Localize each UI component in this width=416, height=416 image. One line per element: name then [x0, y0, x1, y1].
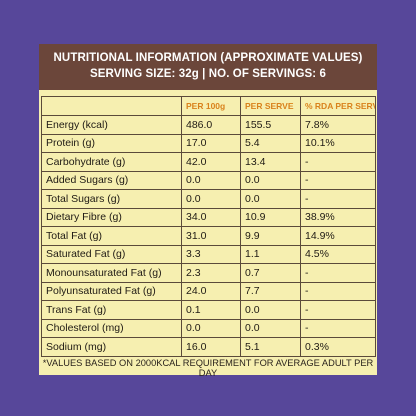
nutrient-name: Energy (kcal)	[41, 115, 182, 135]
nutrient-name: Sodium (mg)	[41, 337, 182, 357]
nutrition-header: NUTRITIONAL INFORMATION (APPROXIMATE VAL…	[39, 44, 377, 90]
value-rda: 10.1%	[300, 133, 376, 153]
value-per-100g: 3.3	[181, 244, 241, 264]
table-header-row: PER 100g PER SERVE % RDA PER SERVE	[41, 96, 376, 116]
column-header-nutrient	[41, 96, 182, 116]
value-per-serve: 0.0	[240, 318, 301, 338]
table-row: Monounsaturated Fat (g) 2.3 0.7-	[41, 263, 376, 283]
nutrition-table: PER 100g PER SERVE % RDA PER SERVE Energ…	[41, 96, 376, 357]
value-per-100g: 34.0	[181, 207, 241, 227]
table-row: Protein (g) 17.0 5.4 10.1%	[41, 133, 376, 153]
value-rda: 0.3%	[300, 337, 376, 357]
value-per-100g: 0.0	[181, 189, 241, 209]
value-per-serve: 5.1	[240, 337, 301, 357]
nutrition-panel: NUTRITIONAL INFORMATION (APPROXIMATE VAL…	[39, 44, 377, 378]
value-rda: -	[300, 318, 376, 338]
table-row: Trans Fat (g) 0.1 0.0-	[41, 300, 376, 320]
value-rda: -	[300, 152, 376, 172]
nutrient-name: Monounsaturated Fat (g)	[41, 263, 182, 283]
nutrient-name: Protein (g)	[41, 133, 182, 153]
value-per-100g: 24.0	[181, 281, 241, 301]
value-rda: 7.8%	[300, 115, 376, 135]
value-per-serve: 13.4	[240, 152, 301, 172]
value-per-serve: 5.4	[240, 133, 301, 153]
value-per-serve: 10.9	[240, 207, 301, 227]
nutrient-name: Cholesterol (mg)	[41, 318, 182, 338]
table-row: Sodium (mg) 16.0 5.1 0.3%	[41, 337, 376, 357]
header-serving-info: SERVING SIZE: 32g | NO. OF SERVINGS: 6	[89, 68, 326, 80]
value-per-serve: 0.0	[240, 300, 301, 320]
value-per-serve: 7.7	[240, 281, 301, 301]
table-row: Dietary Fibre (g) 34.0 10.9 38.9%	[41, 207, 376, 227]
table-row: Added Sugars (g) 0.0 0.0-	[41, 170, 376, 190]
table-row: Carbohydrate (g) 42.0 13.4-	[41, 152, 376, 172]
value-per-serve: 1.1	[240, 244, 301, 264]
value-per-100g: 0.0	[181, 318, 241, 338]
value-rda: -	[300, 281, 376, 301]
header-title: NUTRITIONAL INFORMATION (APPROXIMATE VAL…	[53, 52, 363, 64]
table-row: Saturated Fat (g) 3.3 1.1 4.5%	[41, 244, 376, 264]
value-rda: -	[300, 263, 376, 283]
nutrient-name: Total Sugars (g)	[41, 189, 182, 209]
value-rda: 38.9%	[300, 207, 376, 227]
value-per-100g: 2.3	[181, 263, 241, 283]
value-per-serve: 9.9	[240, 226, 301, 246]
table-row: Cholesterol (mg) 0.0 0.0-	[41, 318, 376, 338]
nutrient-name: Saturated Fat (g)	[41, 244, 182, 264]
value-rda: -	[300, 300, 376, 320]
value-per-100g: 16.0	[181, 337, 241, 357]
value-per-serve: 0.7	[240, 263, 301, 283]
table-row: Total Fat (g) 31.0 9.9 14.9%	[41, 226, 376, 246]
value-rda: -	[300, 170, 376, 190]
value-rda: 4.5%	[300, 244, 376, 264]
nutrient-name: Carbohydrate (g)	[41, 152, 182, 172]
value-per-100g: 31.0	[181, 226, 241, 246]
table-row: Polyunsaturated Fat (g) 24.0 7.7-	[41, 281, 376, 301]
value-rda: 14.9%	[300, 226, 376, 246]
column-header-per-serve: PER SERVE	[240, 96, 301, 116]
value-rda: -	[300, 189, 376, 209]
value-per-100g: 42.0	[181, 152, 241, 172]
value-per-serve: 155.5	[240, 115, 301, 135]
table-row: Energy (kcal) 486.0 155.5 7.8%	[41, 115, 376, 135]
nutrient-name: Added Sugars (g)	[41, 170, 182, 190]
value-per-100g: 0.0	[181, 170, 241, 190]
nutrient-name: Trans Fat (g)	[41, 300, 182, 320]
footnote: *VALUES BASED ON 2000KCAL REQUIREMENT FO…	[42, 358, 374, 378]
value-per-100g: 0.1	[181, 300, 241, 320]
nutrient-name: Dietary Fibre (g)	[41, 207, 182, 227]
value-per-serve: 0.0	[240, 170, 301, 190]
nutrient-name: Polyunsaturated Fat (g)	[41, 281, 182, 301]
value-per-100g: 486.0	[181, 115, 241, 135]
value-per-serve: 0.0	[240, 189, 301, 209]
table-row: Total Sugars (g) 0.0 0.0-	[41, 189, 376, 209]
column-header-rda: % RDA PER SERVE	[300, 96, 376, 116]
column-header-per-100g: PER 100g	[181, 96, 241, 116]
nutrient-name: Total Fat (g)	[41, 226, 182, 246]
value-per-100g: 17.0	[181, 133, 241, 153]
